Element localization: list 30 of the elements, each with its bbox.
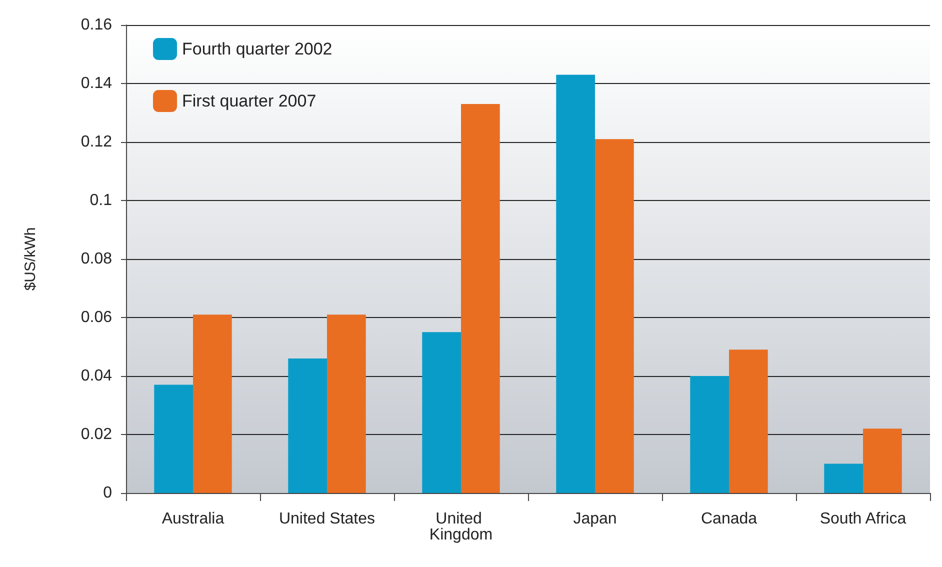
y-tick-label: 0.16 — [80, 16, 112, 34]
bar — [288, 358, 327, 493]
bar — [729, 350, 768, 493]
bar — [595, 139, 634, 493]
x-tick-label: South Africa — [820, 510, 906, 528]
y-tick-label: 0.06 — [80, 309, 112, 326]
y-tick-label: 0 — [103, 484, 112, 502]
x-tick-label: Japan — [573, 510, 617, 528]
y-tick-label: 0.04 — [80, 368, 112, 384]
bar — [154, 384, 193, 493]
bar — [863, 428, 902, 493]
y-tick-label: 0.1 — [90, 192, 112, 209]
x-tick-label: Australia — [162, 510, 224, 528]
y-tick-label: 0.02 — [80, 426, 112, 443]
legend-label: First quarter 2007 — [182, 92, 316, 110]
x-tick-label: United States — [278, 510, 376, 528]
y-tick-label: 0.14 — [80, 75, 112, 92]
legend-label: Fourth quarter 2002 — [182, 40, 332, 58]
y-tick-label: 0.08 — [80, 250, 112, 268]
bar — [556, 74, 595, 493]
bar — [461, 104, 500, 493]
bar — [327, 314, 366, 493]
bar — [690, 376, 729, 493]
bar — [193, 314, 232, 493]
x-tick-label: Canada — [700, 510, 758, 528]
bar — [824, 464, 863, 493]
y-tick-label: 0.12 — [80, 134, 112, 150]
y-axis-title: $US/kWh — [22, 227, 39, 291]
bar — [422, 332, 461, 493]
x-tick-label: United Kingdom — [429, 510, 493, 544]
